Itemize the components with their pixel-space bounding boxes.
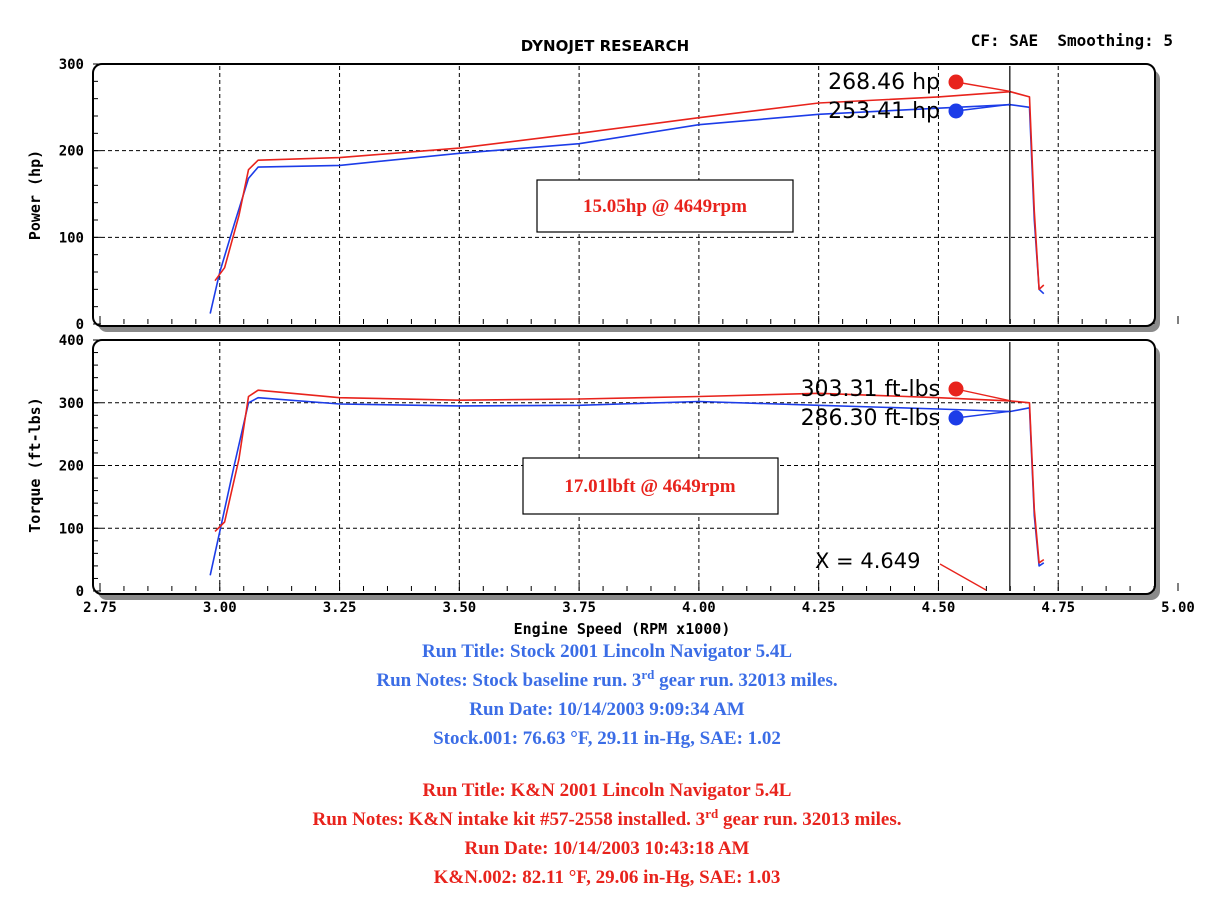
x-tick-label: 3.75 — [562, 600, 596, 616]
torque-y-tick-label: 300 — [59, 396, 84, 412]
kn-run-notes: Run Title: K&N 2001 Lincoln Navigator 5.… — [0, 776, 1214, 892]
power-grid — [93, 63, 1179, 325]
torque-peak-leader-line — [955, 388, 1010, 402]
power-peak-marker — [948, 74, 964, 90]
torque-peak-label: 303.31 ft-lbs — [801, 377, 940, 402]
torque-y-tick-label: 0 — [76, 584, 84, 600]
kn-run-notes-line: Run Notes: K&N intake kit #57-2558 insta… — [0, 805, 1214, 834]
power-y-tick-label: 100 — [59, 230, 84, 246]
power-gain-text: 15.05hp @ 4649rpm — [583, 196, 747, 217]
torque-y-ticks: 0 100 200 300 400 — [59, 333, 84, 600]
torque-peak-label: 286.30 ft-lbs — [801, 406, 940, 431]
cursor-x-label: X = 4.649 — [815, 549, 920, 573]
torque-gain-box — [522, 457, 779, 515]
torque-peak-marker — [948, 410, 964, 426]
x-tick-label: 4.00 — [682, 600, 716, 616]
x-tick-label: 4.75 — [1041, 600, 1075, 616]
power-peak-leader-line — [955, 103, 1010, 112]
stock-run-notes-line: Run Notes: Stock baseline run. 3rd gear … — [0, 666, 1214, 695]
power-gain-box — [536, 179, 794, 233]
chart-header-settings: CF: SAE Smoothing: 5 — [971, 31, 1173, 50]
chart-header-title: DYNOJET RESEARCH — [521, 37, 689, 55]
stock-run-notes-pre: Run Notes: Stock baseline run. 3 — [376, 670, 642, 691]
kn-run-date: Run Date: 10/14/2003 10:43:18 AM — [464, 838, 750, 859]
stock-run-notes: Run Title: Stock 2001 Lincoln Navigator … — [0, 637, 1214, 753]
kn-run-title: Run Title: K&N 2001 Lincoln Navigator 5.… — [422, 780, 792, 801]
torque-y-tick-label: 200 — [59, 459, 84, 475]
torque-gain-text: 17.01lbft @ 4649rpm — [564, 476, 735, 497]
power-y-axis-title: Power (hp) — [26, 150, 44, 240]
x-tick-label: 4.25 — [802, 600, 836, 616]
power-y-tick-label: 300 — [59, 57, 84, 73]
x-tick-label: 3.00 — [203, 600, 237, 616]
power-peak-marker — [948, 103, 964, 119]
x-axis-ticks: 2.75 3.00 3.25 3.50 3.75 4.00 4.25 4.50 4.75 5.00 — [83, 600, 1195, 616]
power-peak-leader-line — [955, 81, 1010, 93]
torque-peak-marker — [948, 381, 964, 397]
stock-run-notes-sup: rd — [641, 666, 655, 682]
stock-run-title: Run Title: Stock 2001 Lincoln Navigator … — [421, 641, 793, 662]
kn-run-conditions: K&N.002: 82.11 °F, 29.06 in-Hg, SAE: 1.0… — [433, 867, 781, 888]
x-tick-label: 5.00 — [1161, 600, 1195, 616]
power-peak-label: 268.46 hp — [828, 70, 940, 95]
power-series-kn-line — [214, 90, 1045, 291]
kn-run-notes-sup: rd — [705, 805, 719, 821]
torque-y-tick-label: 400 — [59, 333, 84, 349]
x-tick-label: 3.25 — [323, 600, 357, 616]
dyno-chart: DYNOJET RESEARCH CF: SAE Smoothing: 5 26… — [26, 31, 1195, 638]
x-axis-title: Engine Speed (RPM x1000) — [514, 620, 731, 638]
kn-run-notes-post: gear run. 32013 miles. — [718, 809, 902, 830]
torque-series-group — [209, 389, 1045, 576]
torque-peak-leader-line — [955, 410, 1010, 419]
x-tick-label: 2.75 — [83, 600, 117, 616]
kn-run-notes-pre: Run Notes: K&N intake kit #57-2558 insta… — [312, 809, 706, 830]
power-peak-label: 253.41 hp — [828, 99, 940, 124]
torque-y-axis-title: Torque (ft-lbs) — [26, 397, 44, 532]
cursor-x-leader-line — [939, 563, 987, 591]
torque-y-tick-label: 100 — [59, 521, 84, 537]
power-y-tick-label: 200 — [59, 144, 84, 160]
stock-run-date: Run Date: 10/14/2003 9:09:34 AM — [469, 699, 745, 720]
power-y-ticks: 0 100 200 300 — [59, 57, 84, 333]
torque-grid — [93, 339, 1179, 592]
stock-run-notes-post: gear run. 32013 miles. — [654, 670, 838, 691]
power-peak-markers: 268.46 hp 253.41 hp — [828, 70, 1010, 124]
power-series-group — [209, 90, 1045, 314]
stock-run-conditions: Stock.001: 76.63 °F, 29.11 in-Hg, SAE: 1… — [433, 728, 781, 749]
power-y-tick-label: 0 — [76, 317, 84, 333]
x-tick-label: 4.50 — [922, 600, 956, 616]
torque-peak-markers: 303.31 ft-lbs 286.30 ft-lbs — [801, 377, 1010, 431]
x-tick-label: 3.50 — [442, 600, 476, 616]
torque-series-kn-line — [214, 389, 1045, 564]
